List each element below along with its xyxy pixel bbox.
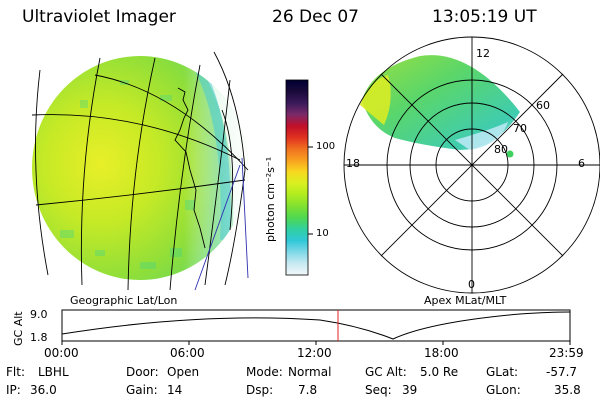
glat-value: -57.7 (546, 365, 578, 379)
mlat-label-80: 80 (494, 143, 508, 156)
colorbar-tick-100: 100 (316, 141, 336, 152)
altitude-xtick-1800: 18:00 (424, 346, 459, 360)
mode-label: Mode: (246, 365, 283, 379)
mlt-label-6: 6 (578, 157, 585, 170)
colorbar-unit-label: photon cm⁻²s⁻¹ (264, 156, 277, 242)
altitude-ytick-bottom: 1.8 (30, 331, 48, 344)
ip-value: 36.0 (30, 383, 57, 397)
geo-grid-lines (31, 57, 249, 291)
door-value: Open (167, 365, 200, 379)
instrument-title: Ultraviolet Imager (22, 7, 176, 27)
mlat-label-70: 70 (513, 122, 527, 135)
altitude-ylabel: GC Alt (12, 311, 25, 346)
gcalt-value: 5.0 Re (420, 365, 459, 379)
gain-label: Gain: (126, 383, 158, 397)
colorbar (285, 79, 313, 276)
dsp-value: 7.8 (298, 383, 318, 397)
spacecraft-marker (506, 150, 514, 158)
gain-value: 14 (167, 383, 183, 397)
altitude-plot (61, 309, 571, 345)
glat-label: GLat: (486, 365, 519, 379)
altitude-xtick-2359: 23:59 (549, 346, 584, 360)
mode-value: Normal (288, 365, 332, 379)
observation-time: 13:05:19 UT (432, 7, 537, 27)
colorbar-tick-10: 10 (316, 228, 329, 239)
altitude-xtick-0000: 00:00 (44, 346, 79, 360)
coastline (174, 51, 246, 286)
observation-date: 26 Dec 07 (272, 7, 359, 27)
geographic-panel-label: Geographic Lat/Lon (70, 294, 178, 307)
flt-label: Flt: (6, 365, 25, 379)
glon-label: GLon: (486, 383, 521, 397)
altitude-xtick-1200: 12:00 (297, 346, 332, 360)
polar-grid (343, 36, 600, 294)
ip-label: IP: (6, 383, 21, 397)
door-label: Door: (126, 365, 159, 379)
polar-plot (343, 36, 600, 294)
seq-label: Seq: (365, 383, 392, 397)
mlat-label-60: 60 (536, 99, 550, 112)
altitude-xtick-0600: 06:00 (170, 346, 205, 360)
mlt-label-18: 18 (346, 157, 360, 170)
flt-value: LBHL (38, 365, 69, 379)
geographic-image (31, 51, 249, 291)
mlt-label-12: 12 (476, 47, 490, 60)
altitude-curve (61, 311, 571, 340)
seq-value: 39 (402, 383, 418, 397)
polar-panel-label: Apex MLat/MLT (424, 294, 507, 307)
terminator-line (194, 164, 241, 291)
auroral-oval-image (362, 55, 520, 150)
altitude-ytick-top: 9.0 (30, 308, 48, 321)
gcalt-label: GC Alt: (365, 365, 407, 379)
dsp-label: Dsp: (246, 383, 274, 397)
glon-value: 35.8 (554, 383, 581, 397)
mlt-label-0: 0 (468, 278, 475, 291)
colorbar-rect (285, 79, 309, 276)
altitude-plot-frame (61, 309, 571, 342)
